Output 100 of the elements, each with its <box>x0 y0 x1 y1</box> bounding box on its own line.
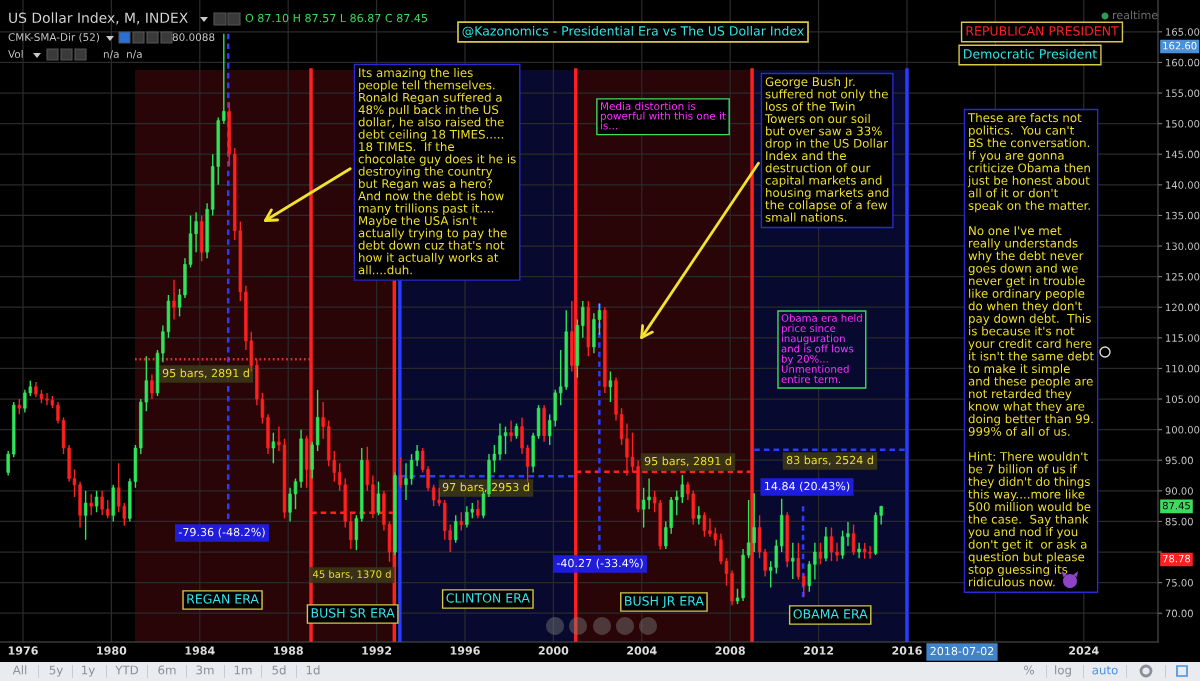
y-tick-label: 70.00 <box>1165 609 1193 618</box>
candlestick <box>172 278 176 321</box>
x-tick-label: 1980 <box>97 646 127 655</box>
x-tick-label: 1984 <box>185 646 215 655</box>
annotation: Democratic President <box>964 48 1097 59</box>
y-tick-label: 145.00 <box>1166 150 1200 159</box>
annotation: REPUBLICAN PRESIDENT <box>966 26 1119 36</box>
annotation: Obama era held price since inauguration and is off lows by 20%... Unmentioned entire term. <box>781 314 862 384</box>
band-label: OBAMA ERA <box>793 609 868 619</box>
candlestick <box>100 490 104 517</box>
y-tick-label: 95.00 <box>1165 456 1193 465</box>
x-tick-label: 1988 <box>273 646 303 655</box>
text: 5y <box>49 665 63 677</box>
text: @Kazonomics - Presidential Era vs The US Dollar Index <box>462 25 804 38</box>
candlestick <box>857 542 861 559</box>
y-tick-label: 140.00 <box>1166 181 1200 189</box>
text: US Dollar Index, M, INDEX <box>9 12 188 25</box>
text: 6m <box>158 665 176 675</box>
candlestick <box>83 490 88 541</box>
x-tick-label: 1992 <box>362 646 392 655</box>
y-tick-label: 75.00 <box>1165 579 1193 587</box>
candlestick <box>94 490 99 513</box>
candlestick <box>376 480 381 517</box>
band-label: BUSH SR ERA <box>311 608 395 618</box>
text: % <box>1024 665 1034 675</box>
candlestick <box>321 401 325 440</box>
candlestick <box>702 511 707 538</box>
y-tick-label: 100.00 <box>1166 426 1200 434</box>
candlestick <box>271 431 276 464</box>
annotation: Media distortion is powerful with this one it is... <box>600 102 726 130</box>
annotation: 162.60 <box>1163 41 1197 50</box>
candlestick <box>459 511 463 532</box>
candlestick <box>6 450 10 477</box>
x-tick-label: 1996 <box>450 646 480 655</box>
candlestick <box>481 490 486 520</box>
annotation: 95 bars, 2891 d <box>162 368 249 379</box>
annotation: 95 bars, 2891 d <box>644 456 731 467</box>
candlestick <box>354 514 359 551</box>
candlestick <box>818 542 823 565</box>
candlestick <box>697 505 701 526</box>
annotation: 83 bars, 2524 d <box>786 455 873 466</box>
text: All <box>12 665 27 675</box>
y-tick-label: 135.00 <box>1166 211 1200 220</box>
band-label: CLINTON ERA <box>446 593 530 603</box>
candlestick <box>404 462 408 501</box>
annotation: 14.84 (20.43%) <box>765 481 850 492</box>
candlestick <box>222 32 226 125</box>
y-tick-label: 165.00 <box>1166 28 1200 36</box>
candlestick <box>89 493 93 517</box>
x-tick-label: 2024 <box>1069 646 1099 655</box>
candlestick <box>608 370 613 403</box>
y-tick-label: 160.00 <box>1166 58 1200 67</box>
candlestick <box>829 526 834 562</box>
candlestick <box>509 419 513 443</box>
annotation: 97 bars, 2953 d <box>442 482 529 493</box>
x-tick-label: 2008 <box>715 646 745 655</box>
candlestick <box>802 572 806 598</box>
annotation: O 87.10 H 87.57 L 86.87 C 87.45 <box>245 13 428 23</box>
y-tick-label: 130.00 <box>1166 242 1200 250</box>
candlestick <box>476 499 480 520</box>
candlestick <box>106 499 110 520</box>
annotation: -40.27 (-33.4%) <box>556 558 643 569</box>
annotation: n/a n/a <box>103 50 142 59</box>
text: 2018-07-02 <box>930 646 994 656</box>
y-tick-label: 120.00 <box>1166 303 1200 312</box>
y-tick-label: 125.00 <box>1166 273 1200 281</box>
text: 5d <box>272 665 286 675</box>
text: 1d <box>306 665 320 675</box>
text: 1m <box>234 665 252 675</box>
candlestick <box>813 542 817 581</box>
y-tick-label: 110.00 <box>1166 364 1200 373</box>
text: 1y <box>82 665 95 677</box>
annotation: CMK-SMA-Dir (52) <box>8 32 99 43</box>
candlestick <box>288 487 292 523</box>
band-label: REGAN ERA <box>187 594 259 604</box>
y-tick-label: 115.00 <box>1166 334 1200 342</box>
x-tick-label: 2000 <box>538 646 569 655</box>
text: YTD <box>115 665 139 675</box>
annotation: -79.36 (-48.2%) <box>178 527 265 538</box>
candlestick <box>791 542 795 580</box>
candlestick <box>56 401 60 425</box>
candlestick <box>150 373 154 400</box>
y-tick-label: 150.00 <box>1166 120 1200 128</box>
candlestick <box>525 444 530 483</box>
x-tick-label: 2012 <box>803 646 834 655</box>
x-tick-label: 1976 <box>8 646 38 655</box>
annotation: 80.0088 <box>172 33 215 42</box>
annotation: Vol <box>8 49 23 59</box>
y-tick-label: 105.00 <box>1166 395 1200 403</box>
candlestick <box>498 422 502 461</box>
candlestick <box>581 300 585 339</box>
text: auto <box>1092 665 1118 675</box>
candlestick <box>398 456 403 489</box>
candlestick <box>520 416 524 455</box>
candlestick <box>503 425 508 455</box>
y-tick-label: 90.00 <box>1165 487 1193 495</box>
annotation: realtime <box>1113 10 1158 20</box>
x-tick-label: 2004 <box>627 646 657 655</box>
text: Its amazing the lies people tell themselves. Ronald Regan suffered a 48% pull back in the US dollar, he also raised the debt ceiling 18 TIMES..... 18 TIMES. If the chocolate guy does it he is destroying the country but Regan was a hero? And now the debt is how many trillions past it.... Maybe the USA isn't actually trying to pay the debt down cuz that's not how it actually works at all....duh. <box>358 68 516 275</box>
text: log <box>1055 665 1071 677</box>
